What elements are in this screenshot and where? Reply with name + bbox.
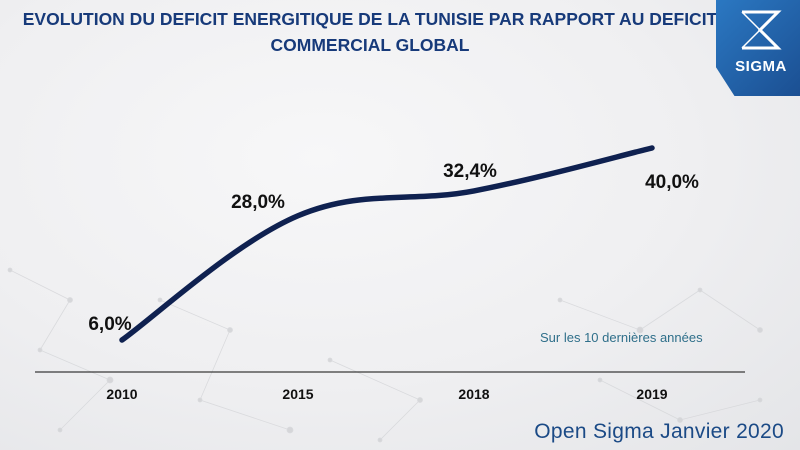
chart-title: EVOLUTION DU DEFICIT ENERGITIQUE DE LA T… bbox=[20, 6, 720, 58]
x-tick-label: 2019 bbox=[636, 386, 667, 402]
data-label: 32,4% bbox=[443, 161, 497, 182]
logo-text: SIGMA bbox=[735, 58, 787, 75]
x-tick-label: 2015 bbox=[282, 386, 313, 402]
chart-title-line-1: EVOLUTION DU DEFICIT ENERGITIQUE DE LA T… bbox=[22, 9, 718, 29]
data-label: 40,0% bbox=[645, 172, 699, 193]
period-note: Sur les 10 dernières années bbox=[540, 330, 703, 345]
x-tick-label: 2018 bbox=[458, 386, 489, 402]
x-tick-label: 2010 bbox=[106, 386, 137, 402]
chart-title-line-2: COMMERCIAL GLOBAL bbox=[270, 35, 470, 55]
footer-text: Open Sigma Janvier 2020 bbox=[534, 420, 784, 443]
sigma-logo bbox=[716, 0, 800, 96]
sigma-icon bbox=[741, 10, 782, 50]
data-label: 6,0% bbox=[88, 314, 131, 335]
series-line bbox=[119, 145, 655, 343]
data-label: 28,0% bbox=[231, 192, 285, 213]
